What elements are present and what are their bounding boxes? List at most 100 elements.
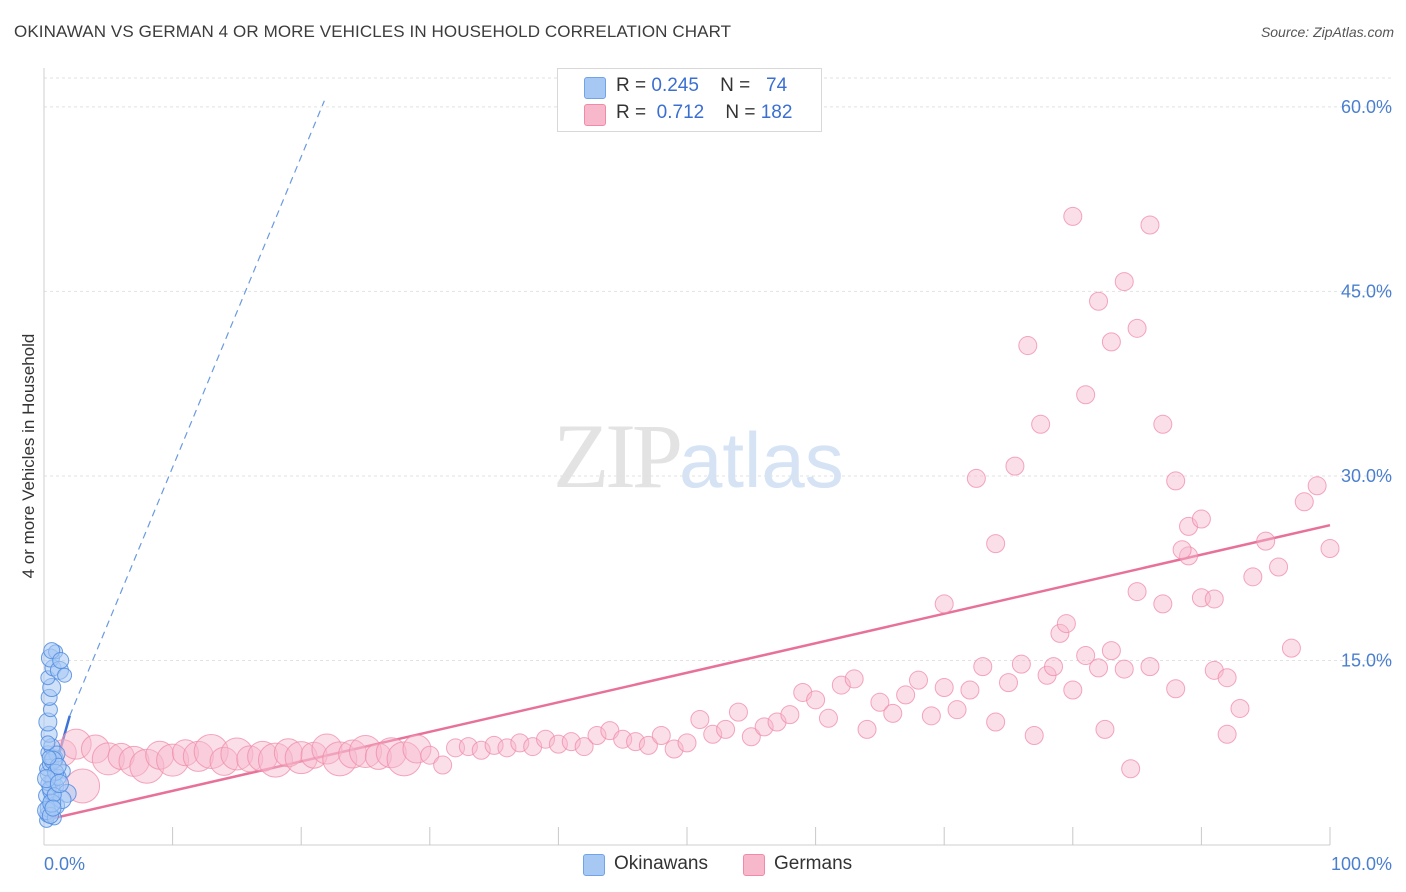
germans-point [171, 739, 199, 767]
germans-point [651, 726, 671, 746]
germans-point [1101, 641, 1121, 661]
germans-point [947, 700, 967, 720]
germans-point [966, 468, 986, 488]
y-tick-label: 30.0% [1341, 466, 1392, 486]
germans-point [1166, 471, 1186, 491]
germans-point [257, 742, 293, 778]
germans-point [536, 729, 556, 749]
germans-point [1281, 638, 1301, 658]
germans-point [1101, 332, 1121, 352]
germans-points [49, 206, 1340, 804]
germans-point [1114, 659, 1134, 679]
germans-point [1089, 291, 1109, 311]
germans-point [1140, 657, 1160, 677]
okinawans-point [49, 773, 69, 793]
okinawans-trend-extension [69, 100, 325, 717]
germans-point [883, 703, 903, 723]
germans-point [806, 690, 826, 710]
germans-point [209, 746, 239, 776]
okinawans-point [52, 651, 70, 669]
germans-point [1121, 759, 1141, 779]
germans-point [960, 680, 980, 700]
germans-point [349, 735, 382, 769]
y-axis-title: 4 or more Vehicles in Household [19, 334, 38, 579]
germans-point [1063, 206, 1083, 226]
source-label: Source: ZipAtlas.com [1260, 24, 1394, 40]
germans-point [908, 670, 928, 690]
germans-point [1172, 540, 1192, 560]
trend-lines [42, 100, 1331, 822]
germans-trend-line [43, 523, 1331, 822]
germans-point [1095, 719, 1115, 739]
germans-point [311, 733, 343, 765]
series-swatch-germans [743, 854, 765, 876]
germans-point [638, 735, 658, 755]
germans-point [973, 657, 993, 677]
germans-point [1204, 589, 1224, 609]
germans-point [1005, 456, 1025, 476]
germans-point [986, 534, 1006, 554]
germans-point [1217, 668, 1237, 688]
germans-point [574, 737, 594, 757]
legend-text-okinawans: R = 0.245 N = 74 [616, 75, 788, 96]
germans-point [690, 710, 710, 730]
germans-point [1050, 623, 1070, 643]
germans-point [402, 734, 432, 764]
germans-point [1140, 215, 1160, 235]
germans-point [780, 705, 800, 725]
germans-point [716, 719, 736, 739]
series-label-germans: Germans [774, 853, 853, 874]
germans-point [420, 745, 440, 765]
okinawans-point [44, 799, 62, 817]
germans-point [1011, 654, 1031, 674]
germans-point [934, 594, 954, 614]
watermark: ZIPatlas [553, 403, 844, 509]
series-label-okinawans: Okinawans [614, 853, 708, 874]
germans-point [1127, 582, 1147, 602]
y-tick-label: 45.0% [1341, 281, 1392, 301]
germans-point [60, 728, 92, 760]
germans-point [1024, 726, 1044, 746]
germans-point [818, 708, 838, 728]
germans-point [741, 727, 761, 747]
legend-text-germans: R = 0.712 N = 182 [616, 102, 793, 123]
germans-point [118, 745, 150, 777]
germans-point [375, 737, 407, 769]
germans-point [1307, 476, 1327, 496]
germans-point [433, 755, 453, 775]
okinawans-point [57, 667, 73, 683]
germans-point [1076, 646, 1096, 666]
chart-title: OKINAWAN VS GERMAN 4 OR MORE VEHICLES IN… [14, 22, 732, 41]
germans-point [1031, 414, 1051, 434]
germans-point [870, 692, 890, 712]
okinawans-point [40, 735, 56, 751]
germans-point [844, 669, 864, 689]
germans-point [156, 743, 190, 777]
germans-point [182, 740, 214, 772]
axes [43, 68, 1331, 846]
germans-point [754, 717, 774, 737]
germans-point [587, 726, 607, 746]
germans-point [1191, 509, 1211, 529]
y-tick-label: 15.0% [1341, 650, 1392, 670]
germans-point [728, 702, 748, 722]
germans-point [1056, 614, 1076, 634]
okinawans-points [37, 642, 77, 828]
germans-point [1230, 698, 1250, 718]
legend-swatch-okinawans [584, 77, 606, 99]
germans-point [1294, 492, 1314, 512]
germans-point [703, 724, 723, 744]
germans-point [338, 739, 368, 769]
germans-point [1256, 531, 1276, 551]
germans-point [1153, 594, 1173, 614]
legend-swatch-germans [584, 104, 606, 126]
germans-point [220, 737, 254, 771]
germans-point [1153, 414, 1173, 434]
y-tick-label: 60.0% [1341, 97, 1392, 117]
series-legend: Okinawans Germans [0, 852, 1406, 878]
x-tick-label-end: 100.0% [1331, 854, 1392, 874]
germans-point [1018, 336, 1038, 356]
germans-point [1089, 658, 1109, 678]
germans-point [458, 737, 478, 757]
germans-point [1127, 318, 1147, 338]
